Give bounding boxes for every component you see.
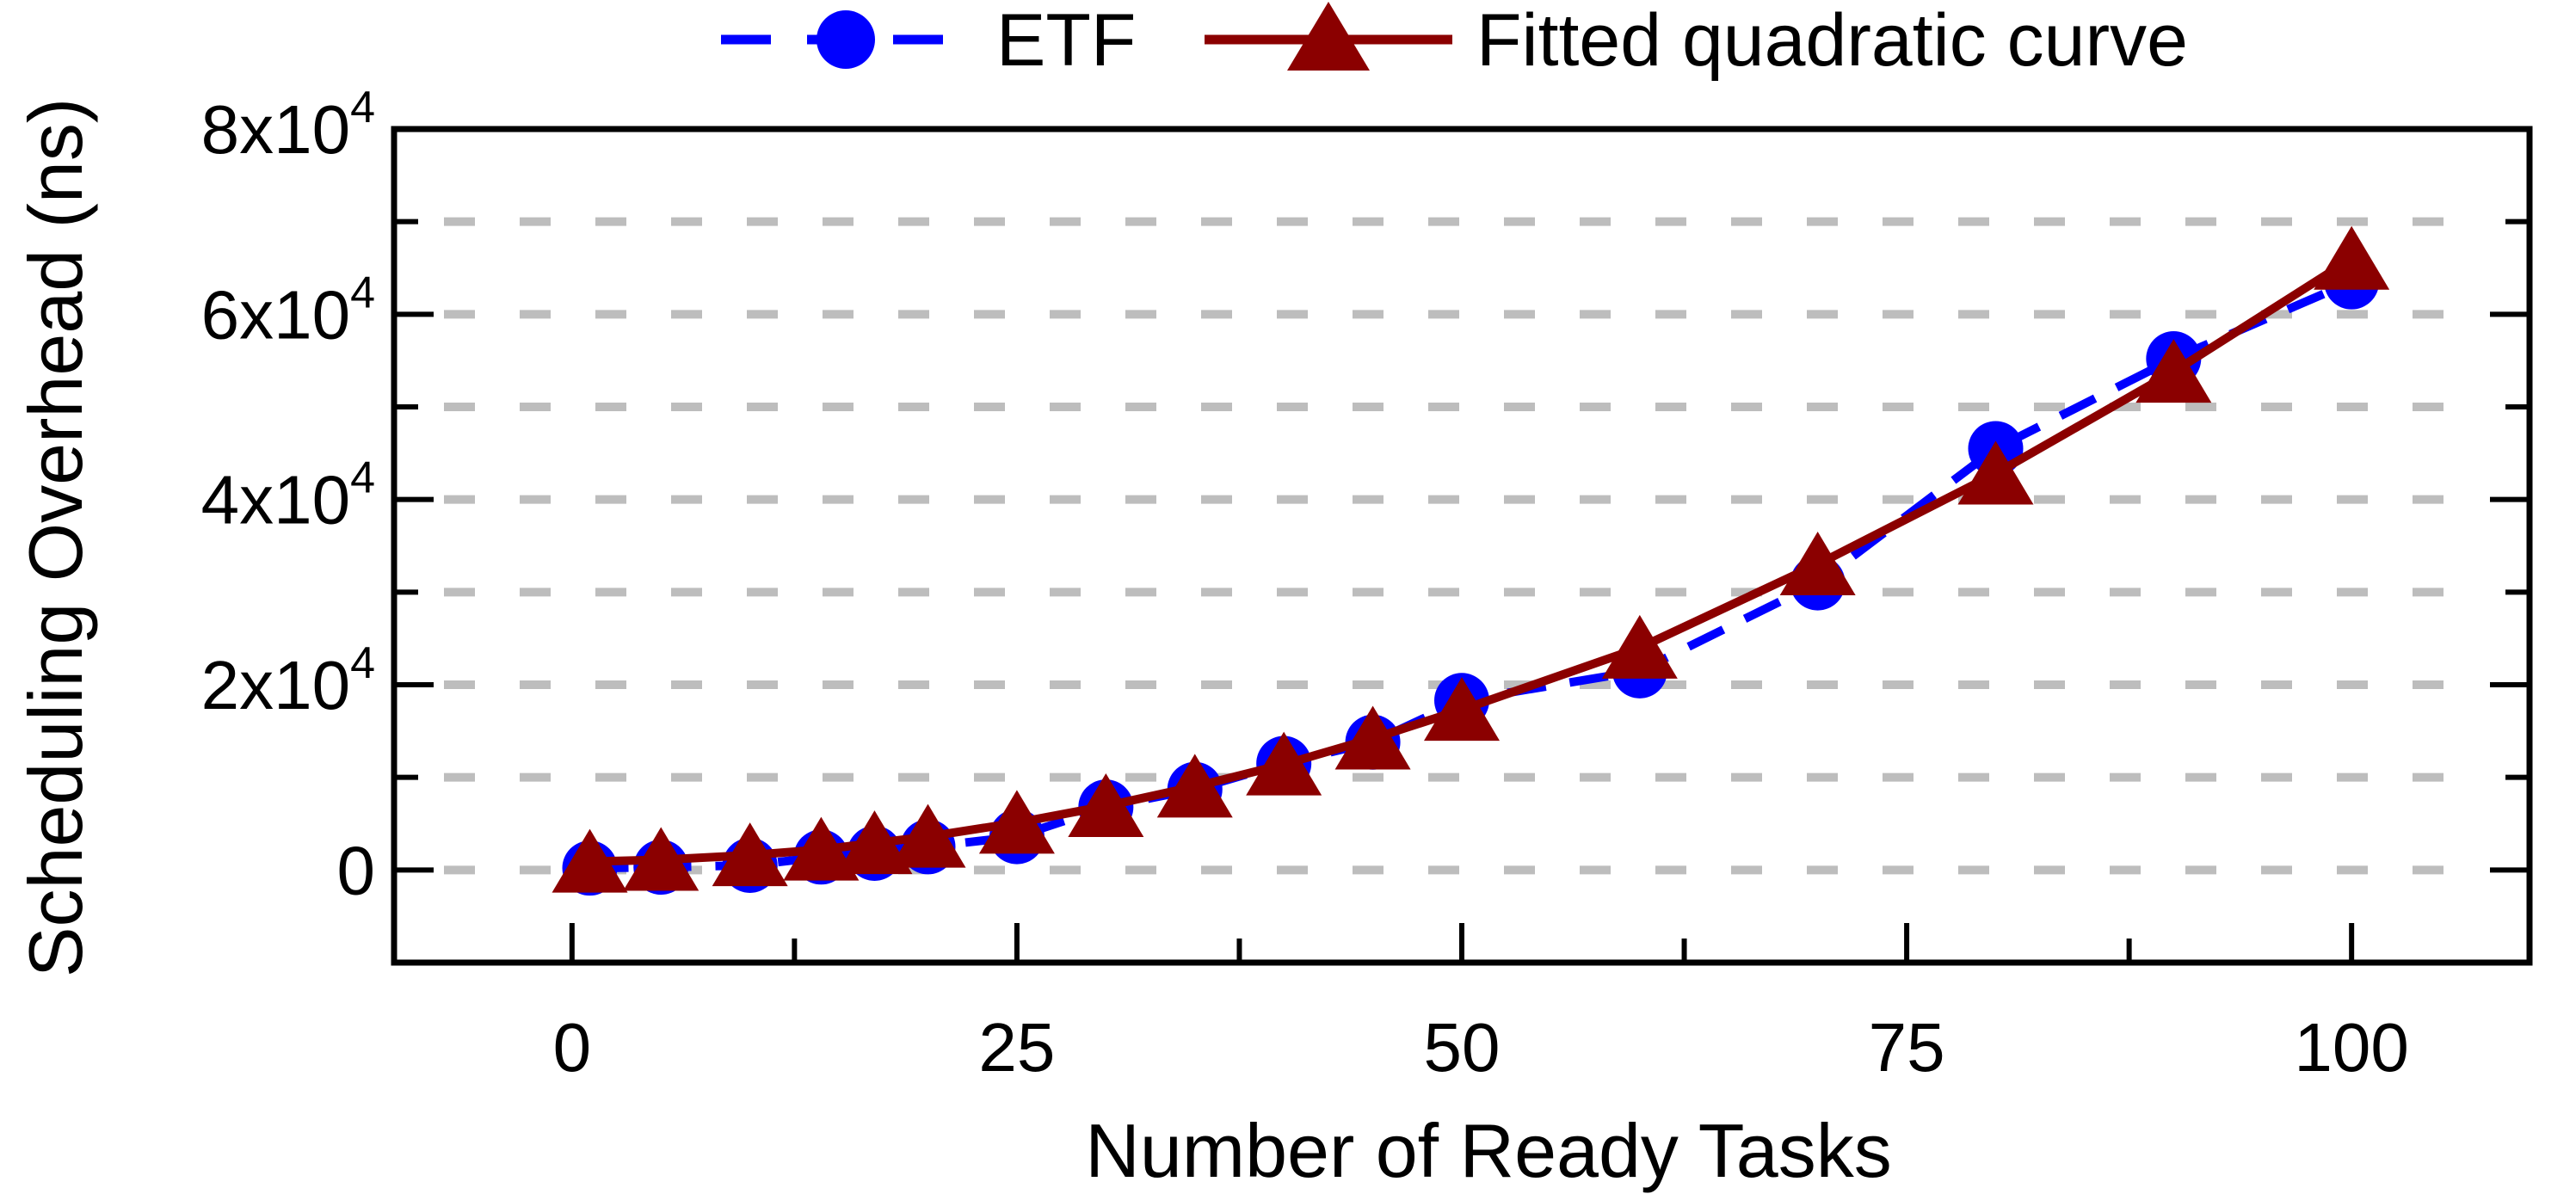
data-point-triangle	[1068, 773, 1144, 838]
y-tick-labels: 0 2x104 4x104 6x104 8x104	[201, 83, 375, 908]
y-axis-title: Scheduling Overhead (ns)	[13, 98, 98, 977]
data-point-triangle	[890, 803, 966, 868]
data-point-triangle	[836, 810, 913, 875]
y-tick-label: 4x104	[201, 453, 375, 539]
x-tick-label: 0	[553, 1009, 592, 1086]
data-point-triangle	[2135, 339, 2212, 403]
series-line-dashed	[589, 278, 2354, 873]
data-point-triangle	[1246, 731, 1322, 796]
x-tick-label: 50	[1424, 1009, 1501, 1086]
data-point-triangle	[712, 822, 788, 887]
data-point-triangle	[1601, 614, 1678, 679]
data-point-triangle	[2314, 225, 2390, 290]
data-point-triangle	[552, 828, 628, 893]
data-point-triangle	[623, 827, 699, 891]
gridlines	[444, 217, 2480, 875]
axis-ticks	[394, 126, 2530, 963]
y-tick-label: 6x104	[201, 268, 375, 353]
data-point-triangle	[1957, 440, 2034, 505]
data-point-triangle	[1156, 754, 1233, 818]
data-point-triangle	[1779, 532, 1856, 596]
x-axis-title: Number of Ready Tasks	[1085, 1108, 1891, 1193]
legend-etf-circle-marker-icon	[817, 10, 875, 69]
legend-fitted-triangle-marker-icon	[1287, 2, 1370, 71]
series-fitted-quadratic	[552, 225, 2390, 893]
x-tick-label: 100	[2294, 1009, 2408, 1086]
legend-fitted-label: Fitted quadratic curve	[1476, 0, 2188, 82]
y-tick-label: 0	[337, 832, 376, 908]
data-point-triangle	[783, 816, 860, 881]
y-tick-label: 8x104	[201, 83, 375, 168]
legend: ETF Fitted quadratic curve	[721, 0, 2188, 82]
series-etf	[562, 254, 2380, 896]
x-tick-labels: 0 25 50 75 100	[553, 1009, 2409, 1086]
legend-etf-label: ETF	[996, 0, 1136, 82]
data-point-triangle	[1334, 705, 1411, 770]
data-point-triangle	[978, 790, 1055, 854]
x-tick-label: 25	[978, 1009, 1055, 1086]
plot-border	[391, 126, 2533, 966]
y-tick-label: 2x104	[201, 638, 375, 723]
x-tick-label: 75	[1869, 1009, 1945, 1086]
data-point-triangle	[1424, 677, 1500, 742]
series-line-solid	[589, 255, 2354, 866]
